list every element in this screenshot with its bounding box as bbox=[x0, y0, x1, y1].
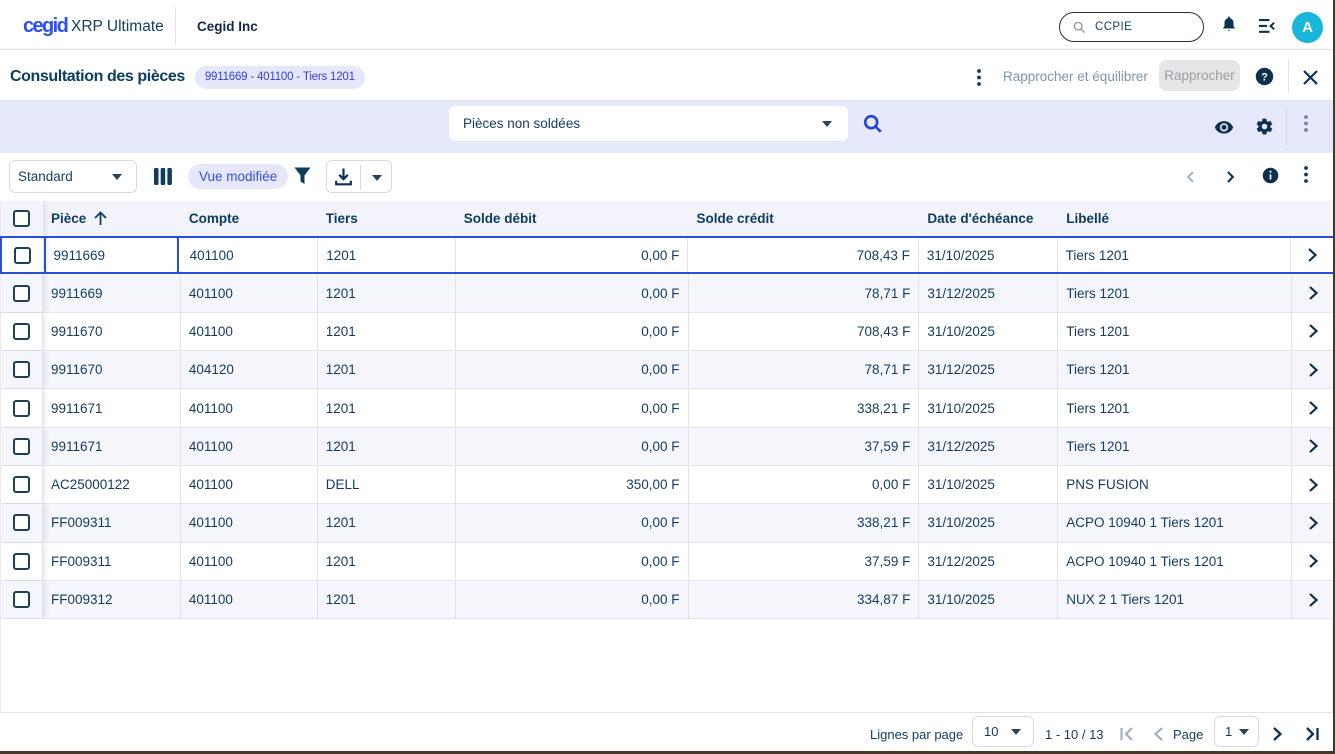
svg-text:?: ? bbox=[1261, 71, 1268, 83]
